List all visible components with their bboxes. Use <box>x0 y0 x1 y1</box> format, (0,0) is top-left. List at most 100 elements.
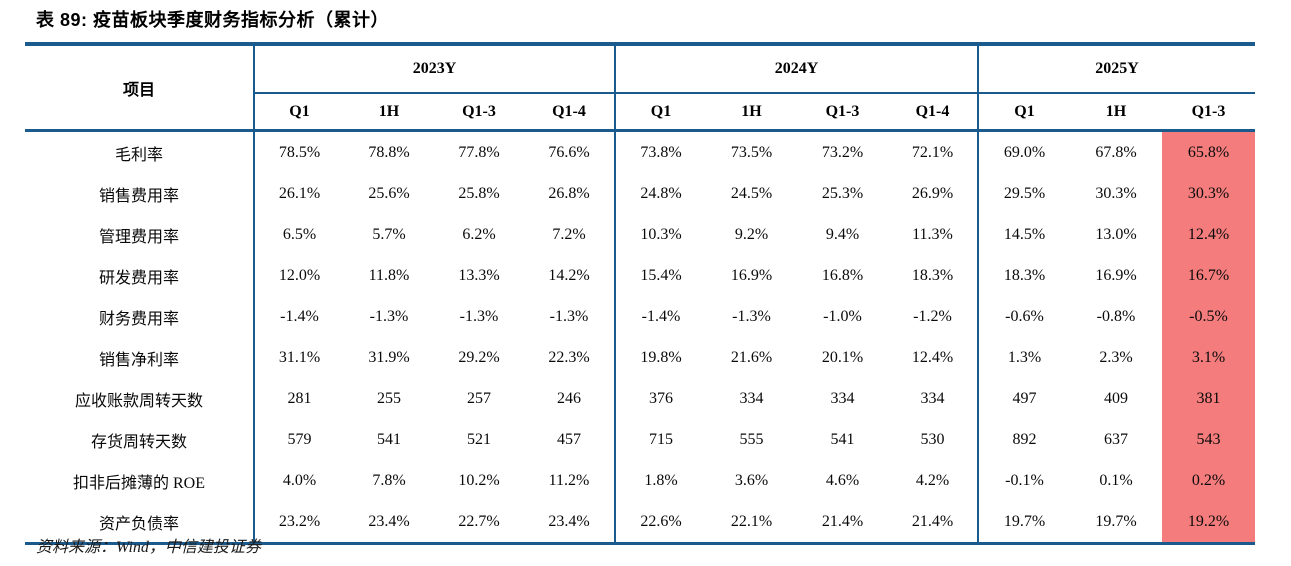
data-cell: 3.6% <box>734 471 769 489</box>
data-cell: 73.2% <box>821 143 864 161</box>
table-row: 销售费用率 26.1% 25.6% 25.8% 26.8% 24.8% 24.5% 25.3%… <box>25 173 1256 214</box>
data-cell: 521 <box>467 430 491 448</box>
data-cell: 29.5% <box>977 173 1070 214</box>
data-cell: 376 <box>614 378 706 419</box>
table-row: 扣非后摊薄的 ROE 4.0% 7.8% 10.2% 11.2% 1.8% 3.6% 4.6%… <box>25 460 1256 501</box>
period-header: Q1-3 <box>434 93 524 132</box>
data-cell: 579 <box>253 419 344 460</box>
data-cell: 72.1% <box>911 143 954 161</box>
data-cell: -1.4% <box>253 296 344 337</box>
data-cell: -0.6% <box>977 296 1070 337</box>
data-cell: 555 <box>739 430 764 448</box>
table-row: 销售净利率 31.1% 31.9% 29.2% 22.3% 19.8% 21.6% 20.1%… <box>25 337 1256 378</box>
data-cell: -0.1% <box>977 460 1070 501</box>
table-row: 存货周转天数 579 541 521 457 715 555 541 530 892 637 543 <box>25 419 1256 460</box>
data-cell: 26.8% <box>548 184 590 202</box>
data-cell: 1.3% <box>977 337 1070 378</box>
data-cell: 9.4% <box>825 225 860 243</box>
data-cell: 12.0% <box>253 255 344 296</box>
data-cell: 6.2% <box>462 225 496 243</box>
table-row: 财务费用率 -1.4% -1.3% -1.3% -1.3% -1.4% -1.3% -1.0%… <box>25 296 1256 337</box>
data-cell: 6.5% <box>253 214 344 255</box>
data-cell: 26.1% <box>253 173 344 214</box>
data-cell: 457 <box>557 430 581 448</box>
data-cell: 530 <box>920 430 945 448</box>
data-cell: 9.2% <box>734 225 769 243</box>
table-row: 资产负债率 23.2% 23.4% 22.7% 23.4% 22.6% 22.1% 21.4%… <box>25 501 1256 544</box>
row-label: 研发费用率 <box>98 269 179 287</box>
data-cell: 20.1% <box>821 348 864 366</box>
data-cell: 31.9% <box>368 348 410 366</box>
data-cell: 24.5% <box>730 184 773 202</box>
data-cell: 5.7% <box>372 225 406 243</box>
data-cell: -1.4% <box>614 296 706 337</box>
data-cell: 892 <box>977 419 1070 460</box>
data-cell: 15.4% <box>614 255 706 296</box>
data-cell: 77.8% <box>458 143 500 161</box>
period-header: 1H <box>1070 93 1162 132</box>
data-cell: 31.1% <box>253 337 344 378</box>
data-cell: 19.7% <box>1095 512 1137 530</box>
data-cell: 19.7% <box>977 501 1070 544</box>
table-row: 研发费用率 12.0% 11.8% 13.3% 14.2% 15.4% 16.9% 16.8%… <box>25 255 1256 296</box>
data-cell: 255 <box>377 389 401 407</box>
data-cell: 4.2% <box>915 471 950 489</box>
row-label: 财务费用率 <box>98 310 179 328</box>
row-label: 毛利率 <box>114 146 163 164</box>
period-header: Q1-3 <box>797 93 888 132</box>
row-label: 资产负债率 <box>98 515 179 533</box>
data-cell: 541 <box>830 430 855 448</box>
data-cell: 12.4% <box>1162 214 1256 255</box>
data-cell: 4.6% <box>825 471 860 489</box>
data-cell: 67.8% <box>1095 143 1137 161</box>
data-cell: 11.2% <box>548 471 590 489</box>
data-cell: -1.2% <box>913 307 952 325</box>
data-cell: 16.7% <box>1162 255 1256 296</box>
period-header: Q1 <box>614 93 706 132</box>
data-cell: 18.3% <box>911 266 954 284</box>
data-cell: 12.4% <box>911 348 954 366</box>
data-cell: 16.9% <box>1095 266 1137 284</box>
table-row: 管理费用率 6.5% 5.7% 6.2% 7.2% 10.3% 9.2% 9.4% 11.3% 1… <box>25 214 1256 255</box>
period-header: Q1-4 <box>524 93 615 132</box>
data-cell: 25.3% <box>821 184 864 202</box>
data-cell: 21.6% <box>730 348 773 366</box>
data-cell: 22.3% <box>548 348 590 366</box>
row-label: 存货周转天数 <box>90 433 187 451</box>
data-cell: 26.9% <box>911 184 954 202</box>
year-header-2025: 2025Y <box>976 44 1256 94</box>
data-cell: 23.4% <box>548 512 590 530</box>
data-cell: 21.4% <box>911 512 954 530</box>
row-label: 扣非后摊薄的 ROE <box>72 474 205 492</box>
data-cell: 23.4% <box>368 512 410 530</box>
period-header: Q1-4 <box>888 93 978 132</box>
data-cell: 11.3% <box>912 225 953 243</box>
data-cell: 11.8% <box>368 266 410 284</box>
row-label: 销售费用率 <box>98 187 179 205</box>
column-header-item: 项目 <box>25 44 255 132</box>
data-cell: 16.8% <box>821 266 864 284</box>
data-cell: 715 <box>614 419 706 460</box>
data-cell: 497 <box>977 378 1070 419</box>
period-header: 1H <box>344 93 434 132</box>
data-cell: 334 <box>920 389 945 407</box>
data-cell: 76.6% <box>548 143 590 161</box>
data-cell: 29.2% <box>458 348 500 366</box>
data-cell: 14.2% <box>548 266 590 284</box>
data-cell: 334 <box>830 389 855 407</box>
data-cell: 334 <box>739 389 764 407</box>
financial-metrics-table: 项目 2023Y 2024Y 2025Y Q1 1H Q1-3 Q1-4 Q1 1H Q1-… <box>25 42 1256 545</box>
row-label: 应收账款周转天数 <box>74 392 203 410</box>
data-cell: -1.0% <box>823 307 862 325</box>
data-cell: 30.3% <box>1095 184 1137 202</box>
data-cell: 30.3% <box>1162 173 1256 214</box>
data-cell: 7.8% <box>372 471 406 489</box>
data-cell: -1.3% <box>459 307 499 325</box>
data-cell: 21.4% <box>821 512 864 530</box>
data-cell: 0.1% <box>1099 471 1133 489</box>
data-cell: 3.1% <box>1162 337 1256 378</box>
period-header: Q1 <box>253 93 344 132</box>
data-cell: 18.3% <box>977 255 1070 296</box>
data-cell: 10.3% <box>614 214 706 255</box>
